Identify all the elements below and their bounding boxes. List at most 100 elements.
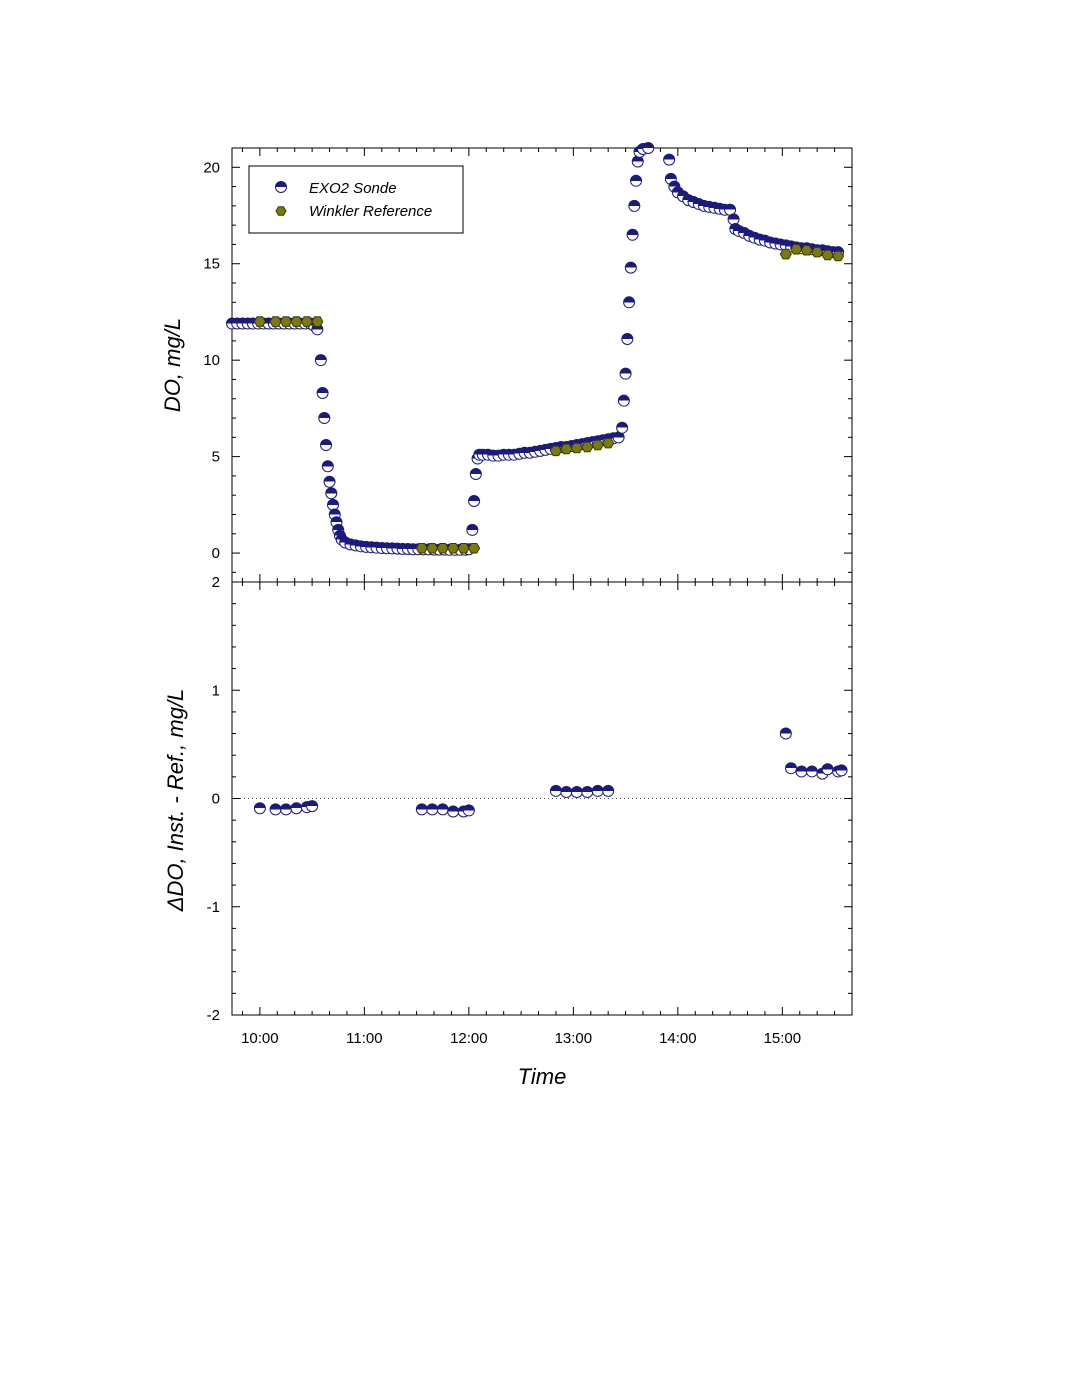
- y-tick-label: 15: [203, 256, 220, 273]
- winkler-point: [311, 316, 324, 327]
- y-tick-label: 20: [203, 159, 220, 176]
- difference-point: [560, 786, 573, 799]
- winkler-point: [800, 245, 813, 256]
- difference-point: [462, 804, 475, 817]
- difference-point: [549, 784, 562, 797]
- difference-point: [426, 803, 439, 816]
- sonde-point: [469, 467, 482, 480]
- sonde-point: [314, 354, 327, 367]
- difference-point: [253, 802, 266, 815]
- winkler-point: [447, 543, 460, 554]
- winkler-point: [832, 250, 845, 262]
- y-tick-label: 10: [203, 352, 220, 369]
- legend-winkler-marker: [275, 206, 287, 216]
- sonde-point: [630, 174, 643, 187]
- winkler-point: [279, 316, 293, 327]
- y-tick-label: 2: [212, 574, 220, 591]
- difference-point: [835, 764, 848, 777]
- legend-winkler-label: Winkler Reference: [309, 203, 432, 220]
- winkler-point: [436, 543, 449, 554]
- x-tick-label: 11:00: [346, 1030, 382, 1047]
- top-y-ticks: 0 5 10 15 20: [203, 147, 852, 573]
- winkler-point: [581, 441, 594, 453]
- legend-sonde-marker: [275, 181, 287, 193]
- sonde-point: [466, 523, 479, 536]
- winkler-point: [290, 316, 303, 327]
- difference-point: [415, 803, 428, 816]
- sonde-point: [619, 367, 632, 380]
- x-tick-label: 12:00: [450, 1030, 488, 1047]
- sonde-point: [621, 332, 634, 345]
- y-tick-label: 5: [212, 449, 220, 466]
- winkler-point: [415, 543, 428, 554]
- winkler-point: [457, 543, 470, 554]
- difference-point: [269, 803, 282, 816]
- difference-point: [570, 786, 583, 799]
- y-tick-label: -1: [207, 899, 220, 916]
- sonde-point: [316, 386, 329, 399]
- difference-point: [279, 803, 292, 816]
- winkler-point: [821, 249, 834, 261]
- difference-point: [821, 763, 834, 776]
- x-tick-label: 13:00: [555, 1030, 593, 1047]
- sonde-point: [624, 261, 637, 274]
- difference-point: [306, 800, 319, 813]
- sonde-point: [323, 475, 336, 488]
- winkler-point: [426, 543, 439, 554]
- x-tick-label: 10:00: [241, 1030, 279, 1047]
- y-tick-label: -2: [207, 1007, 220, 1024]
- top-winkler-series: [253, 244, 845, 554]
- sonde-point: [617, 394, 630, 407]
- winkler-point: [269, 316, 282, 327]
- difference-point: [795, 765, 808, 778]
- difference-point: [805, 765, 818, 778]
- sonde-point: [631, 155, 644, 168]
- sonde-point: [325, 487, 338, 500]
- sonde-point: [616, 421, 629, 434]
- sonde-point: [320, 439, 333, 452]
- sonde-point: [628, 199, 641, 212]
- winkler-point: [779, 248, 792, 260]
- sonde-point: [318, 412, 331, 425]
- y-tick-label: 1: [212, 682, 220, 699]
- difference-point: [436, 803, 449, 816]
- winkler-point: [560, 443, 573, 455]
- difference-point: [447, 805, 460, 818]
- top-x-ticks: [241, 148, 853, 582]
- winkler-point: [549, 445, 562, 457]
- sonde-point: [623, 296, 636, 309]
- top-panel: 0 5 10 15 20 DO, mg/L EXO2 Sonde Winkler Ref…: [160, 142, 853, 583]
- y-tick-label: 0: [212, 545, 220, 562]
- winkler-point: [468, 543, 481, 554]
- winkler-point: [253, 316, 266, 327]
- winkler-point: [591, 439, 604, 451]
- bottom-difference-series: [253, 727, 848, 818]
- difference-point: [581, 786, 594, 799]
- sonde-point: [468, 494, 481, 507]
- sonde-point: [321, 460, 334, 473]
- y-tick-label: 0: [212, 791, 220, 808]
- legend: EXO2 Sonde Winkler Reference: [248, 165, 464, 234]
- difference-point: [785, 762, 798, 775]
- winkler-point: [300, 316, 313, 327]
- bottom-panel: -2 -1 0 1 2 10:00 11:00 12:00 13:00 14:00 15:00 Δ…: [163, 574, 853, 1089]
- bottom-y-axis-title: ΔDO, Inst. - Ref., mg/L: [163, 689, 188, 913]
- sonde-point: [727, 213, 740, 226]
- sonde-point: [663, 153, 676, 166]
- difference-point: [591, 784, 604, 797]
- difference-point: [290, 802, 303, 815]
- sonde-point: [327, 498, 340, 511]
- winkler-point: [570, 442, 583, 454]
- x-tick-label: 14:00: [659, 1030, 697, 1047]
- winkler-point: [790, 244, 803, 255]
- sonde-point: [642, 142, 655, 154]
- x-tick-label: 15:00: [764, 1030, 802, 1047]
- difference-point: [602, 784, 615, 797]
- legend-sonde-label: EXO2 Sonde: [309, 180, 397, 197]
- sonde-point: [626, 228, 639, 241]
- winkler-point: [602, 437, 615, 449]
- top-y-axis-title: DO, mg/L: [160, 318, 185, 412]
- winkler-point: [811, 246, 824, 258]
- difference-point: [779, 727, 792, 740]
